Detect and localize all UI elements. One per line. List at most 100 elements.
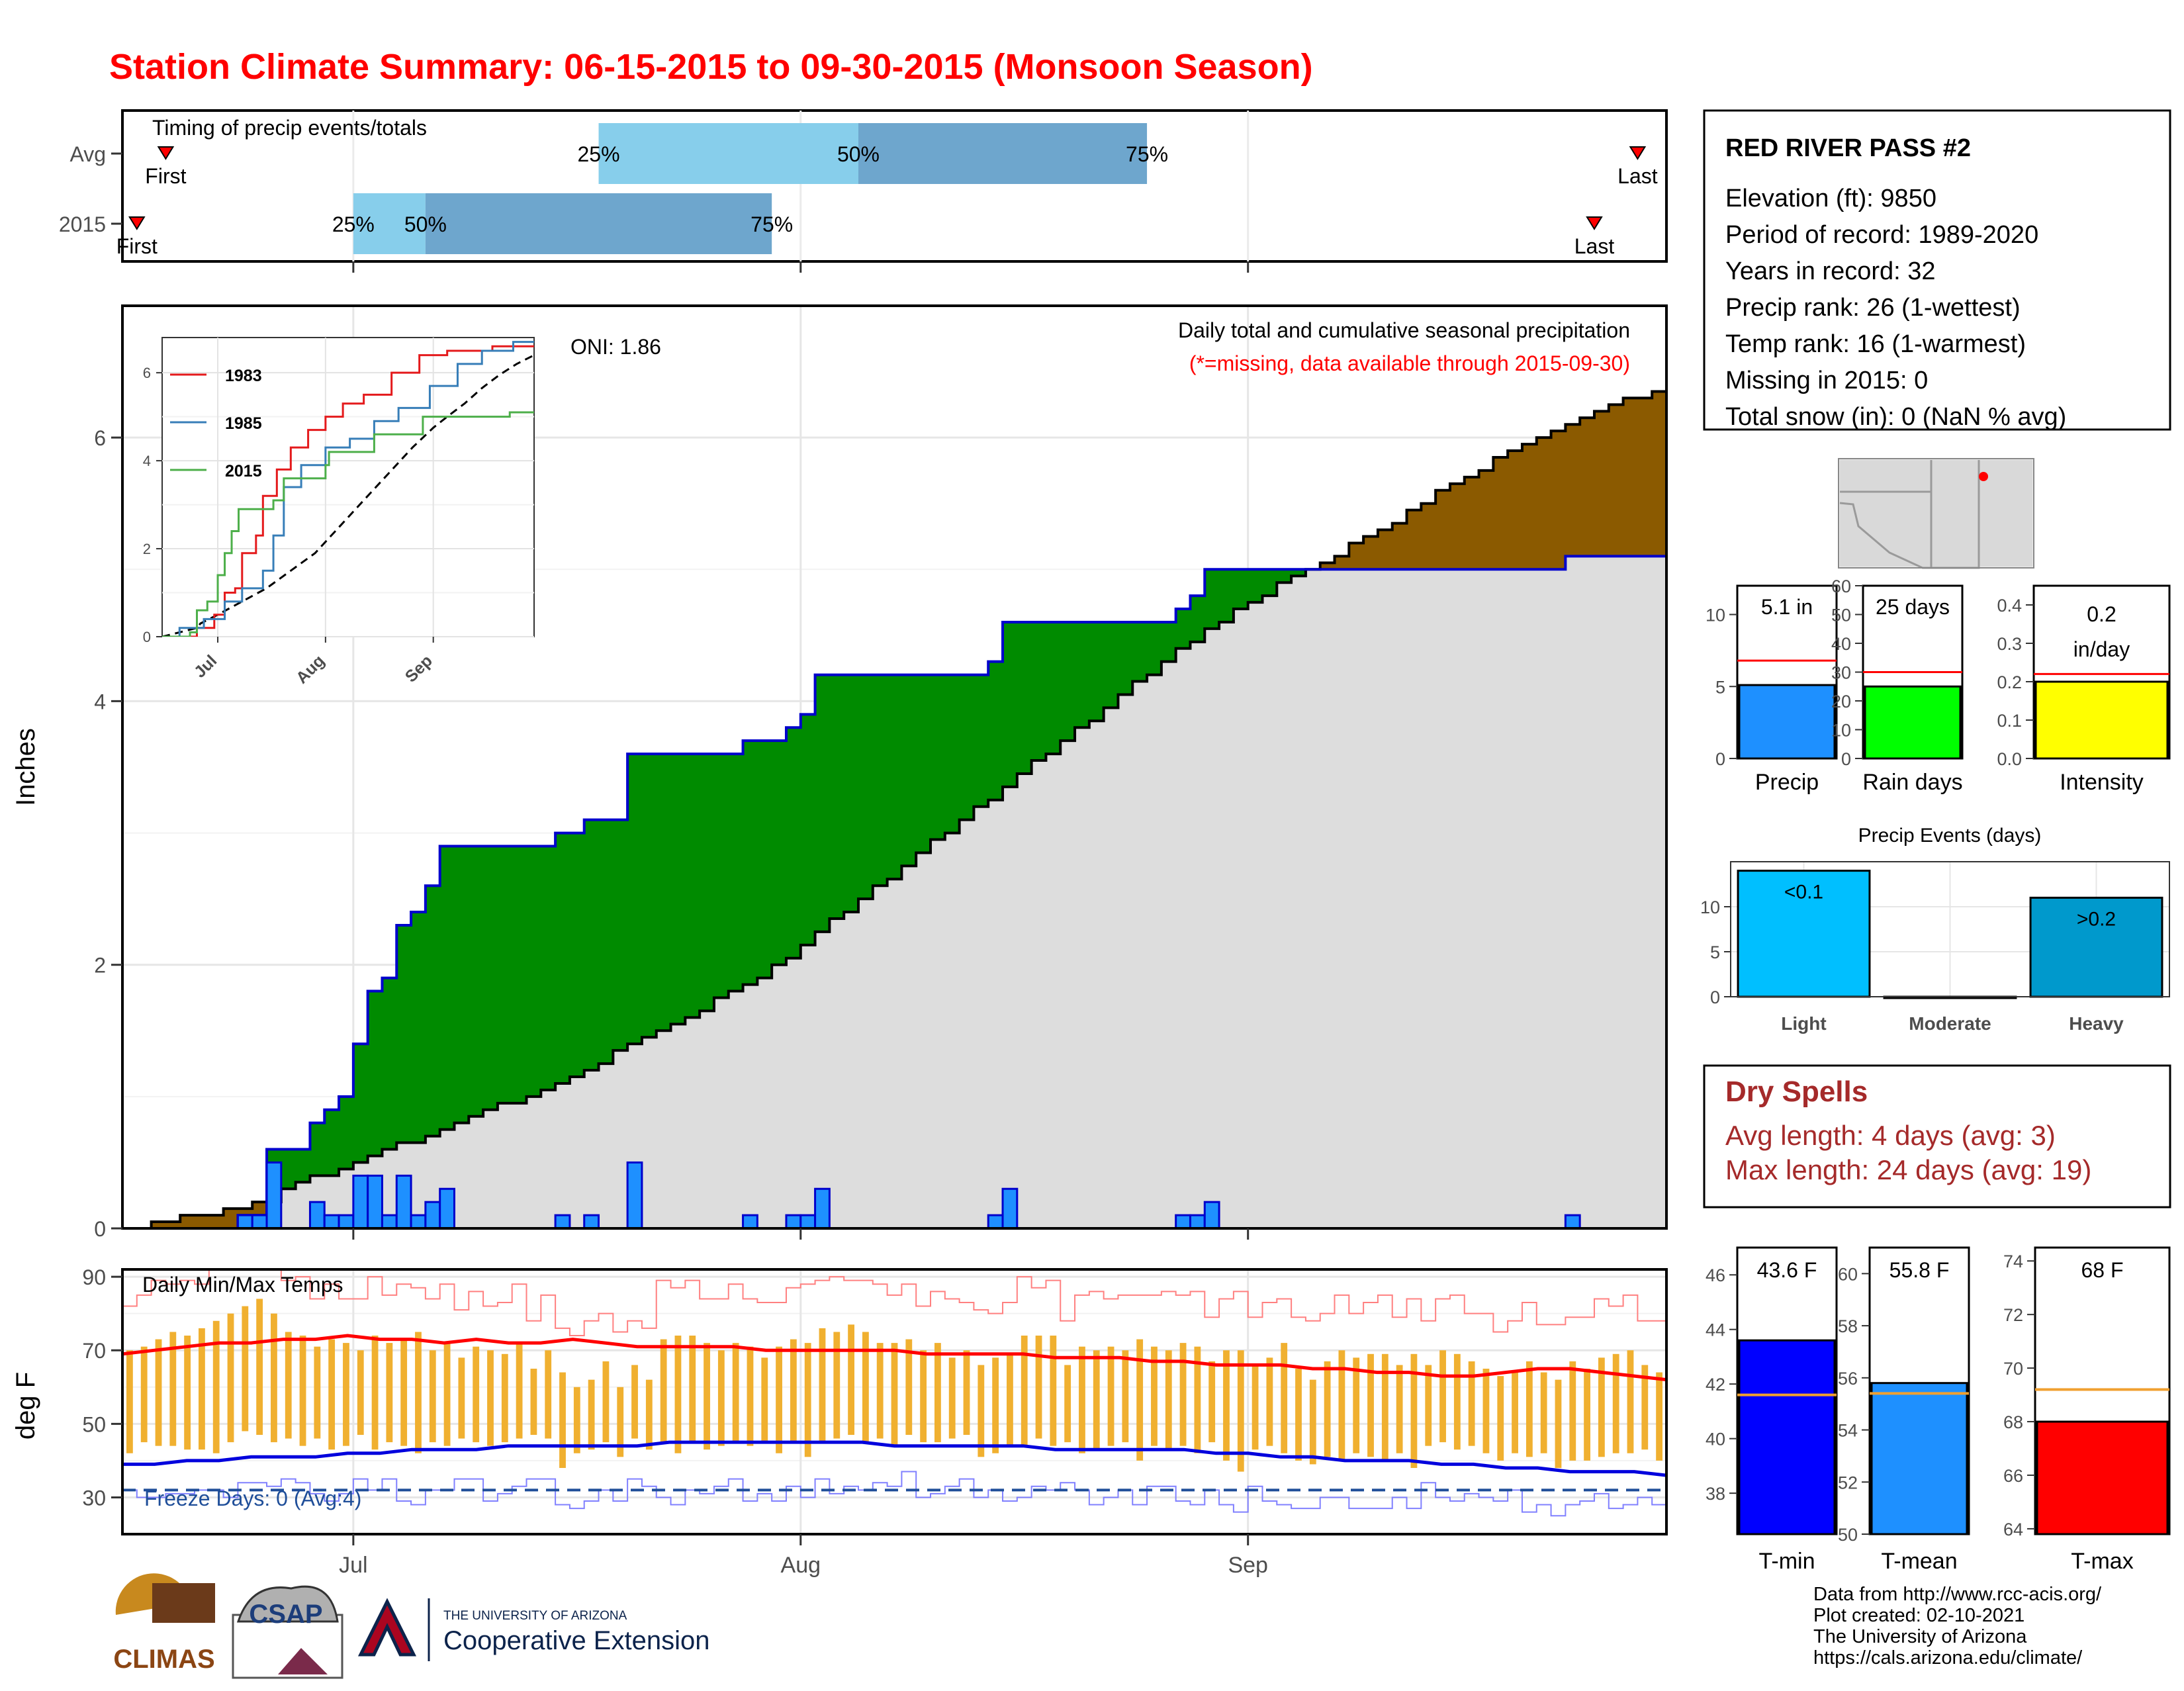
summary-y-tick-label: 40 [1831,634,1851,654]
precip-2015-cumulative-line [122,555,1666,1230]
inset-y-tick-label: 4 [143,453,151,469]
daily-temp-range-bar [617,1387,624,1457]
daily-temp-range-bar [1540,1372,1547,1453]
location-map [1837,457,2035,569]
inset-y-tick-label: 6 [143,365,151,381]
daily-temp-range-bar [1050,1336,1057,1446]
dry-spells-box: Dry Spells Avg length: 4 days (avg: 3)Max… [1703,1064,2171,1209]
summary-x-label: Precip [1755,770,1819,795]
temp-summary-y-tick-label: 52 [1838,1473,1858,1492]
daily-precip-bar [265,1161,283,1230]
temp-summary-y-tick-label: 68 [2003,1412,2023,1432]
daily-temp-range-bar [1410,1353,1418,1468]
daily-temp-range-bar [1021,1336,1028,1446]
summary-value-label: 25 days [1876,595,1950,619]
daily-temp-range-bar [689,1336,696,1443]
temp-summary-y-tick-label: 60 [1838,1264,1858,1284]
temp-summary-value-label: 43.6 F [1757,1258,1817,1282]
timing-label-25: 25% [577,142,619,166]
summary-value-label: in/day [2073,637,2130,661]
daily-temp-range-bar [1555,1379,1562,1468]
daily-temp-range-bar [1122,1350,1129,1443]
timing-bar-50-75 [425,193,772,254]
dry-spells-frame [1703,1064,2171,1209]
event-bar [1737,870,1871,998]
daily-temp-range-bar [732,1343,739,1443]
summary-y-tick-label: 5 [1715,677,1725,697]
daily-temp-range-bar [1281,1343,1288,1453]
daily-temp-range-bar [1670,1369,1677,1464]
daily-precip-bar [583,1214,600,1230]
daily-temp-range-bar [776,1346,782,1453]
timing-label-75: 75% [1126,142,1168,166]
timing-label-last: Last [1574,234,1615,258]
daily-temp-range-bar [155,1339,162,1446]
timing-label-first: First [116,234,158,258]
temp-y-tick-label: 70 [82,1339,106,1363]
timing-title: Timing of precip events/totals [152,116,427,140]
precip-events-title: Precip Events (days) [1858,825,2042,846]
daily-temp-range-bar [140,1346,148,1443]
daily-temp-range-bar [429,1350,436,1443]
station-info-box: RED RIVER PASS #2 Elevation (ft): 9850 Per… [1703,109,2171,431]
daily-temp-range-bar [747,1346,754,1446]
daily-temp-range-bar [458,1357,465,1439]
temp-summary-y-tick-label: 58 [1838,1316,1858,1336]
summary-value-bar [1864,685,1962,760]
daily-precip-bar [424,1201,441,1230]
temp-summary-y-tick-label: 56 [1838,1369,1858,1389]
x-tick-label: Aug [781,1553,821,1578]
daily-temp-range-bar [1107,1346,1115,1446]
summary-y-tick-label: 0 [1841,749,1851,769]
daily-temp-range-bar [1569,1361,1576,1461]
daily-temp-range-bar [891,1343,898,1446]
temp-y-tick-label: 50 [82,1412,106,1436]
summary-y-tick-label: 60 [1831,576,1851,596]
daily-temp-range-bar [704,1343,710,1450]
dry-spells-max-length: Max length: 24 days (avg: 19) [1725,1154,2091,1185]
footer-credit-line: https://cals.arizona.edu/climate/ [1813,1647,2083,1668]
station-info-line: Precip rank: 26 (1-wettest) [1725,294,2021,322]
summary-y-tick-label: 20 [1831,692,1851,711]
daily-temp-range-bar [415,1332,422,1453]
events-y-tick-label: 10 [1700,897,1720,917]
footer-credit-line: Data from http://www.rcc-acis.org/ [1813,1584,2102,1605]
temp-avg-min-line [122,1440,1666,1477]
daily-precip-bar [352,1174,369,1230]
summary-bar-panel: 0 10 20 30 40 50 60 25 days Rain days [1831,576,1964,795]
dry-spells-avg-length: Avg length: 4 days (avg: 3) [1725,1120,2056,1151]
daily-temp-range-bar [819,1328,826,1443]
temp-summary-x-label: T-max [2071,1549,2133,1574]
timing-row-label: Avg [69,142,106,166]
daily-precip-bar [814,1187,831,1230]
daily-temp-range-bar [1381,1353,1388,1461]
daily-temp-range-bar [1468,1361,1475,1446]
timing-row-label: 2015 [59,212,106,236]
daily-temp-range-bar [199,1328,205,1450]
station-info-line: Total snow (in): 0 (NaN % avg) [1725,403,2066,431]
inset-series-line [162,411,534,637]
daily-temp-range-bar [1453,1353,1461,1450]
daily-temp-range-bar [328,1339,336,1450]
summary-y-tick-label: 0.0 [1997,749,2022,769]
daily-temp-range-bar [1079,1346,1085,1453]
summary-y-tick-label: 50 [1831,606,1851,625]
daily-precip-bar [1189,1214,1206,1230]
precip-y-tick-label: 4 [94,690,106,713]
map-region [1837,457,2035,569]
temp-y-tick-label: 90 [82,1265,106,1289]
summary-value-label: 5.1 in [1761,595,1813,619]
daily-temp-range-bar [1497,1376,1504,1461]
footer-credit-line: Plot created: 02-10-2021 [1813,1605,2025,1626]
summary-bar-panel: 0.0 0.1 0.2 0.3 0.4 0.2 in/day Intensity [1997,584,2171,795]
daily-temp-range-bar [1093,1350,1100,1450]
daily-temp-range-bar [1136,1339,1144,1461]
temp-summary-y-tick-label: 70 [2003,1359,2023,1379]
events-y-tick-label: 0 [1710,987,1720,1007]
inset-frame [161,337,535,637]
daily-precip-bar [410,1214,427,1230]
precip-average-cumulative-line [122,385,1668,1230]
daily-temp-range-bar [212,1320,220,1453]
daily-temp-range-bar [1612,1353,1619,1453]
